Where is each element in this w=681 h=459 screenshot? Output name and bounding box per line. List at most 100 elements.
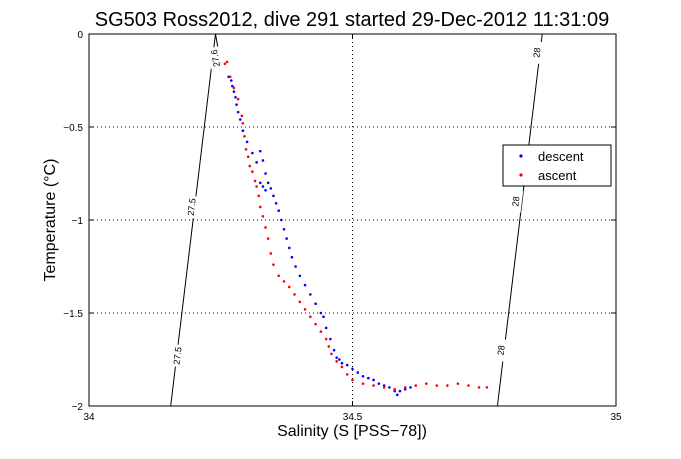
isopycnal-label-bg [529,40,545,65]
data-point-descent [361,374,365,378]
data-point-descent [382,384,386,387]
data-point-descent [261,159,265,162]
data-point-descent [285,237,288,240]
x-tick-label: 34 [83,412,95,423]
data-point-ascent [246,155,250,159]
data-point-descent [303,283,307,287]
data-point-descent [274,201,278,205]
data-point-descent [335,356,338,359]
data-point-ascent [244,148,248,151]
data-point-ascent [340,365,344,369]
isopycnal-label-bg [207,46,224,71]
isopycnal-label: 27.5 [172,346,184,365]
data-point-ascent [327,345,331,348]
data-point-ascent [251,170,254,173]
isopycnal-line [170,33,216,407]
y-tick-label: −0.5 [63,123,83,134]
y-tick-label: −1 [72,216,84,227]
data-point-ascent [330,352,333,356]
data-point-descent [241,129,245,133]
data-point-ascent [232,86,236,90]
data-point-descent [314,302,317,306]
data-point-descent [232,90,236,93]
x-axis-label: Salinity (S [PSS−78]) [277,423,427,440]
data-point-descent [269,187,273,190]
data-point-descent [322,315,325,319]
data-point-ascent [477,386,481,389]
data-point-descent [235,103,238,106]
data-point-ascent [351,378,354,382]
data-point-descent [356,371,360,374]
data-point-ascent [264,226,267,229]
axis-ticks: 34 34.5 35 0 −0.5 −1 −1.5 −2 [63,30,622,423]
data-point-descent [332,348,336,352]
data-point-ascent [314,322,317,326]
data-point-ascent [258,205,262,209]
data-point-ascent [319,330,323,333]
data-point-descent [251,151,254,155]
data-point-ascent [393,387,396,391]
data-point-ascent [335,360,338,363]
x-tick-label: 35 [610,412,622,423]
legend-label-ascent: ascent [538,168,577,183]
data-point-ascent [382,386,386,389]
data-point-descent [388,386,391,389]
data-point-ascent [446,384,449,387]
data-point-ascent [243,135,246,138]
data-points [223,60,489,397]
data-point-descent [282,228,286,231]
data-point-descent [266,181,270,185]
data-point-descent [345,363,349,367]
data-point-ascent [248,164,252,168]
data-point-descent [338,358,341,361]
data-point-ascent [424,382,428,385]
data-point-ascent [269,252,273,255]
legend-label-descent: descent [538,149,584,164]
data-point-descent [280,218,283,222]
data-point-ascent [287,285,291,289]
data-point-ascent [303,307,307,311]
data-point-descent [234,95,237,99]
data-point-ascent [272,263,275,266]
data-point-ascent [435,384,439,387]
data-point-ascent [225,60,229,64]
data-point-ascent [485,386,489,389]
data-point-descent [367,376,370,380]
data-point-descent [324,326,328,330]
data-point-descent [264,172,267,175]
data-point-descent [309,293,312,296]
data-point-descent [258,149,262,153]
y-tick-label: −1.5 [63,309,83,320]
data-point-ascent [345,373,349,376]
y-tick-label: 0 [77,30,83,41]
isopycnal-label: 28 [496,345,507,356]
data-point-ascent [456,382,460,385]
data-point-descent [351,367,354,371]
data-point-descent [236,110,240,114]
data-point-descent [409,386,412,389]
data-point-descent [290,255,294,259]
data-point-ascent [293,293,296,296]
data-point-descent [395,393,399,397]
isopycnal-label-bg [184,195,200,219]
data-point-descent [329,337,332,341]
data-point-ascent [257,194,260,198]
data-point-descent [294,265,297,268]
legend-marker-descent [519,154,523,158]
data-point-ascent [324,337,328,341]
isopycnal-label: 28 [531,47,542,58]
y-axis-label: Temperature (°C) [42,159,59,282]
data-point-ascent [240,114,244,118]
isopycnal-line [214,33,219,49]
data-point-descent [393,389,396,393]
legend-marker-ascent [519,173,523,177]
data-point-ascent [255,185,258,188]
data-point-descent [261,185,265,188]
isopycnal-label: 27.5 [186,198,198,217]
x-tick-label: 34.5 [343,412,363,423]
data-point-ascent [372,384,375,387]
data-point-descent [377,382,381,385]
